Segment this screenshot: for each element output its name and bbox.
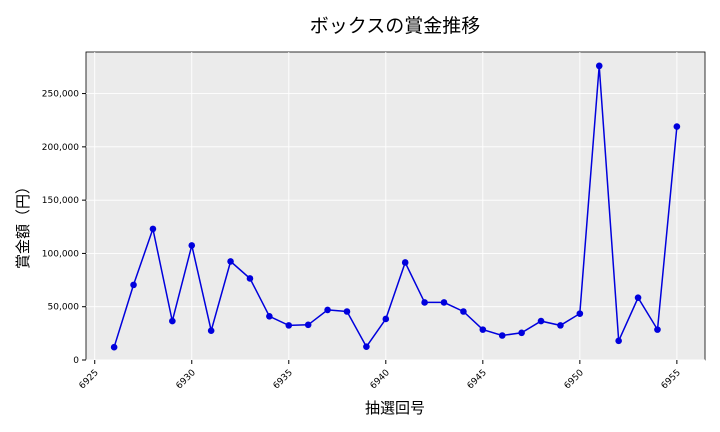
y-tick-label: 200,000 bbox=[42, 143, 79, 153]
data-point bbox=[576, 310, 584, 317]
data-point bbox=[673, 123, 681, 130]
data-point bbox=[595, 62, 603, 70]
data-point bbox=[207, 327, 215, 334]
data-point bbox=[110, 343, 118, 351]
data-point bbox=[363, 343, 370, 350]
data-point bbox=[227, 258, 234, 265]
x-tick-label: 6945 bbox=[466, 368, 489, 391]
data-point bbox=[285, 322, 293, 329]
x-axis: 6925 6930 6935 6940 6945 6950 6955 bbox=[78, 360, 683, 391]
data-point bbox=[654, 326, 661, 333]
data-point bbox=[149, 225, 157, 233]
series-line bbox=[113, 65, 678, 349]
y-tick-label: 150,000 bbox=[42, 196, 79, 206]
y-axis: 0 50,000 100,000 150,000 200,000 250,000 bbox=[42, 90, 86, 366]
data-point bbox=[460, 308, 467, 315]
y-tick-label: 100,000 bbox=[42, 249, 79, 259]
data-point bbox=[130, 281, 137, 289]
data-point bbox=[266, 313, 273, 320]
data-point bbox=[246, 275, 254, 282]
x-tick-label: 6940 bbox=[369, 368, 392, 391]
data-point bbox=[440, 299, 448, 306]
data-point bbox=[537, 317, 545, 325]
data-point bbox=[557, 322, 564, 329]
data-point bbox=[324, 306, 331, 314]
data-point bbox=[518, 329, 525, 337]
x-tick-label: 6955 bbox=[660, 368, 683, 391]
data-point bbox=[421, 299, 428, 306]
y-tick-label: 50,000 bbox=[48, 303, 80, 313]
data-point bbox=[401, 259, 409, 266]
data-point bbox=[343, 308, 351, 315]
y-tick-label: 250,000 bbox=[42, 90, 79, 100]
data-point bbox=[188, 242, 196, 249]
data-point bbox=[479, 326, 487, 333]
plot-area bbox=[85, 51, 706, 361]
x-tick-label: 6930 bbox=[175, 368, 198, 391]
x-tick-label: 6935 bbox=[272, 368, 295, 391]
x-tick-label: 6950 bbox=[563, 368, 586, 391]
data-point bbox=[169, 317, 176, 325]
data-points bbox=[110, 62, 681, 351]
x-tick-label: 6925 bbox=[78, 368, 101, 391]
y-tick-label: 0 bbox=[73, 356, 79, 366]
y-axis-label: 賞金額（円） bbox=[14, 179, 32, 269]
chart-title: ボックスの賞金推移 bbox=[310, 15, 480, 37]
data-point bbox=[498, 332, 506, 339]
data-point bbox=[615, 337, 622, 345]
x-axis-label: 抽選回号 bbox=[365, 399, 425, 417]
data-point bbox=[382, 315, 390, 323]
data-point bbox=[634, 294, 642, 301]
data-point bbox=[304, 321, 312, 329]
